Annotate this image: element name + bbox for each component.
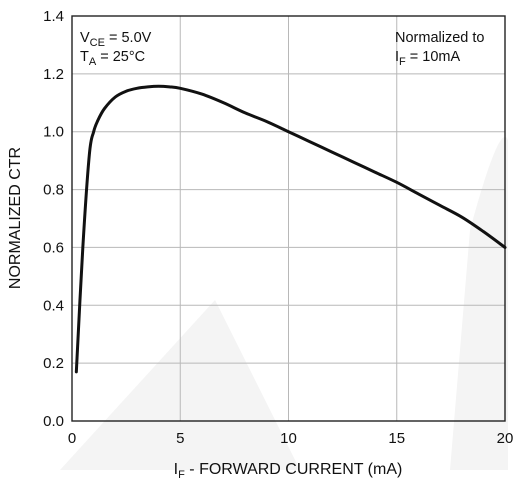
series-line (74, 84, 507, 374)
vce-annotation: VCE = 5.0V (80, 30, 152, 49)
x-axis-title: IF - FORWARD CURRENT (mA) (174, 461, 403, 481)
ta-annotation: TA = 25°C (80, 49, 145, 68)
normalized-to-label: Normalized to (395, 30, 484, 46)
y-tick-label: 1.2 (43, 66, 64, 83)
y-tick-label: 0.4 (43, 297, 64, 314)
conditions-annotation: VCE = 5.0V TA = 25°C (80, 30, 152, 68)
if-annotation: IF = 10mA (395, 49, 460, 68)
y-tick-label: 0.0 (43, 413, 64, 430)
x-tick-label: 20 (497, 430, 514, 447)
background-watermark (60, 136, 508, 470)
x-tick-label: 5 (176, 430, 184, 447)
y-tick-label: 1.0 (43, 124, 64, 141)
y-tick-label: 0.6 (43, 239, 64, 256)
x-axis: 0 5 10 15 20 (68, 430, 514, 447)
x-tick-label: 10 (280, 430, 297, 447)
y-axis-title: NORMALIZED CTR (7, 147, 24, 289)
grid (72, 16, 505, 421)
x-tick-label: 0 (68, 430, 76, 447)
x-tick-label: 15 (388, 430, 405, 447)
y-tick-label: 0.8 (43, 182, 64, 199)
y-axis: 0.0 0.2 0.4 0.6 0.8 1.0 1.2 1.4 (43, 8, 64, 430)
plot-frame (71, 15, 506, 422)
y-tick-label: 0.2 (43, 355, 64, 372)
y-tick-label: 1.4 (43, 8, 64, 25)
normalization-annotation: Normalized to IF = 10mA (395, 30, 484, 68)
